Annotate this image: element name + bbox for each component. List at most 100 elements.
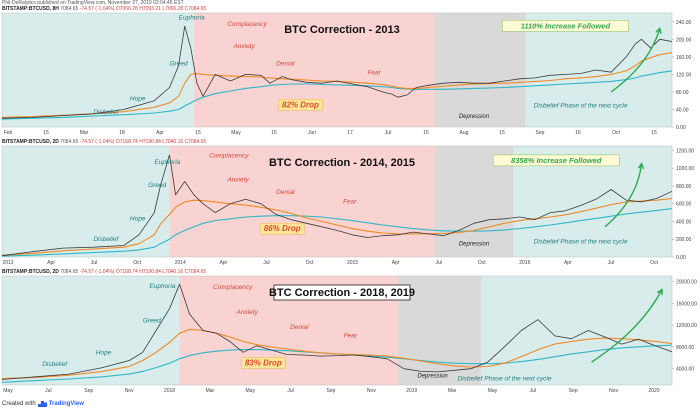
x-tick-label: Nov (609, 388, 618, 394)
x-tick-label: 17 (347, 130, 353, 136)
x-tick-label: Apr (219, 260, 227, 266)
price-label: 7084.65 (60, 6, 80, 12)
x-tick-label: Jun (308, 130, 316, 136)
series-line-ma_fast (1, 51, 673, 118)
x-tick-label: May (488, 388, 498, 394)
tradingview-brand[interactable]: TradingView (48, 401, 84, 407)
increase-label: 1110% Increase Followed (502, 20, 629, 32)
phase-label: Hope (130, 216, 146, 223)
x-tick-label: Jul (608, 260, 614, 266)
phase-label: Euphoria (179, 15, 205, 22)
series-line-ma_fast (1, 197, 673, 256)
x-tick-label: Oct (133, 260, 141, 266)
x-tick-label: 2019 (406, 388, 417, 394)
x-tick-label: 15 (271, 130, 277, 136)
y-tick-label: 12000.00 (676, 323, 697, 329)
tradingview-footer: Created with TradingView (2, 401, 84, 407)
x-tick-label: Jul (91, 260, 97, 266)
y-tick-label: 4000.00 (676, 367, 694, 373)
y-tick-label: 0.00 (676, 125, 686, 131)
x-tick-label: 2018 (164, 388, 175, 394)
svg-text:BTC Correction - 2013: BTC Correction - 2013 (284, 24, 400, 36)
green-arrow (591, 288, 663, 363)
chart-svg: 240.00 200.00 160.00 120.00 80.00 40.00 0.00 Fe… (1, 12, 692, 136)
phase-label: Disbelief (42, 361, 68, 368)
phase-label: Denial (290, 324, 309, 331)
drop-label: 82% Drop (278, 99, 323, 111)
series-line-price (1, 25, 673, 119)
y-tick-label: 200.00 (676, 237, 692, 243)
next-cycle-label: Disbelief Phase of the next cycle (458, 376, 552, 383)
depression-label: Depression (417, 373, 448, 379)
x-tick-label: 18 (119, 130, 125, 136)
x-tick-label: Jul (45, 388, 51, 394)
change-label: -74.57 (-1.04%) (79, 139, 116, 145)
x-tick-label: Sep (327, 388, 336, 394)
tradingview-logo-icon (37, 401, 47, 407)
x-tick-label: 2020 (648, 388, 659, 394)
y-tick-label: 8000.00 (676, 345, 694, 351)
symbol-header: BITSTAMP:BTCUSD, 2D 7084.65 -74.57 (-1.0… (2, 139, 206, 145)
symbol-label[interactable]: BITSTAMP:BTCUSD, 2D (2, 139, 61, 145)
x-tick-label: Sep (536, 130, 545, 136)
x-tick-label: Jul (530, 388, 536, 394)
phase-label: Disbelief (93, 236, 119, 243)
x-tick-label: Mar (448, 388, 457, 394)
phase-label: Hope (96, 349, 112, 356)
phase-label: Hope (130, 96, 146, 103)
svg-text:1110% Increase Followed: 1110% Increase Followed (521, 21, 611, 30)
svg-text:BTC Correction - 2014, 2015: BTC Correction - 2014, 2015 (269, 157, 415, 169)
plot-frame (1, 275, 673, 386)
phase-label: Denial (276, 189, 295, 196)
chart-svg: 20000.00 16000.00 12000.00 8000.00 4000.00 Ma… (1, 275, 697, 394)
series-line-price (1, 283, 673, 380)
drop-label: 83% Drop (241, 357, 286, 369)
next-cycle-label: Disbelief Phase of the next cycle (534, 102, 628, 109)
x-tick-label: 15 (423, 130, 429, 136)
x-tick-label: Apr (392, 260, 400, 266)
x-tick-label: 2014 (175, 260, 186, 266)
publisher-line: Phil-DeRalytics published on TradingView… (2, 0, 184, 6)
x-tick-label: 16 (575, 130, 581, 136)
x-tick-label: Apr (564, 260, 572, 266)
x-tick-label: 2015 (347, 260, 358, 266)
chart-title: BTC Correction - 2013 (284, 24, 400, 36)
phase-label: Anxiety (226, 177, 249, 184)
symbol-label[interactable]: BITSTAMP:BTCUSD, 2D (2, 269, 61, 275)
y-tick-label: 600.00 (676, 202, 692, 208)
phase-label: Euphoria (154, 159, 180, 166)
phase-label: Disbelief (93, 109, 119, 116)
plot-frame (1, 145, 673, 258)
x-tick-label: May (3, 388, 13, 394)
x-tick-label: Nov (367, 388, 376, 394)
symbol-label[interactable]: BITSTAMP:BTCUSD, 8H (2, 6, 61, 12)
chart-svg: 1200.00 1000.00 800.00 600.00 400.00 200.00 0.… (1, 145, 694, 266)
chart-title: BTC Correction - 2014, 2015 (269, 157, 415, 169)
phase-label: Euphoria (149, 283, 175, 290)
y-tick-label: 800.00 (676, 184, 692, 190)
y-tick-label: 160.00 (676, 55, 692, 61)
x-tick-label: May (246, 388, 256, 394)
y-tick-label: 200.00 (676, 37, 692, 43)
region-depression (434, 13, 526, 127)
svg-text:83% Drop: 83% Drop (245, 358, 282, 367)
x-tick-label: 15 (651, 130, 657, 136)
y-tick-label: 20000.00 (676, 279, 697, 285)
svg-text:82% Drop: 82% Drop (282, 100, 319, 109)
region-disbelief (2, 276, 180, 385)
x-tick-label: Sep (569, 388, 578, 394)
depression-label: Depression (459, 241, 490, 247)
x-tick-label: Mar (206, 388, 215, 394)
drop-label: 86% Drop (259, 222, 305, 235)
phase-label: Greed (148, 182, 166, 189)
phase-label: Anxiety (236, 309, 259, 316)
green-arrow (610, 26, 662, 93)
y-tick-label: 240.00 (676, 20, 692, 26)
series-line-ma_slow (1, 208, 673, 257)
x-tick-label: Apr (156, 130, 164, 136)
x-tick-label: May (231, 130, 241, 136)
phase-label: Complacency (213, 284, 253, 291)
x-tick-label: Nov (125, 388, 134, 394)
chart-panel-1: BITSTAMP:BTCUSD, 8H 7084.65 -74.57 (-1.0… (0, 6, 700, 137)
change-label: -74.57 (-1.04%) (79, 269, 116, 275)
